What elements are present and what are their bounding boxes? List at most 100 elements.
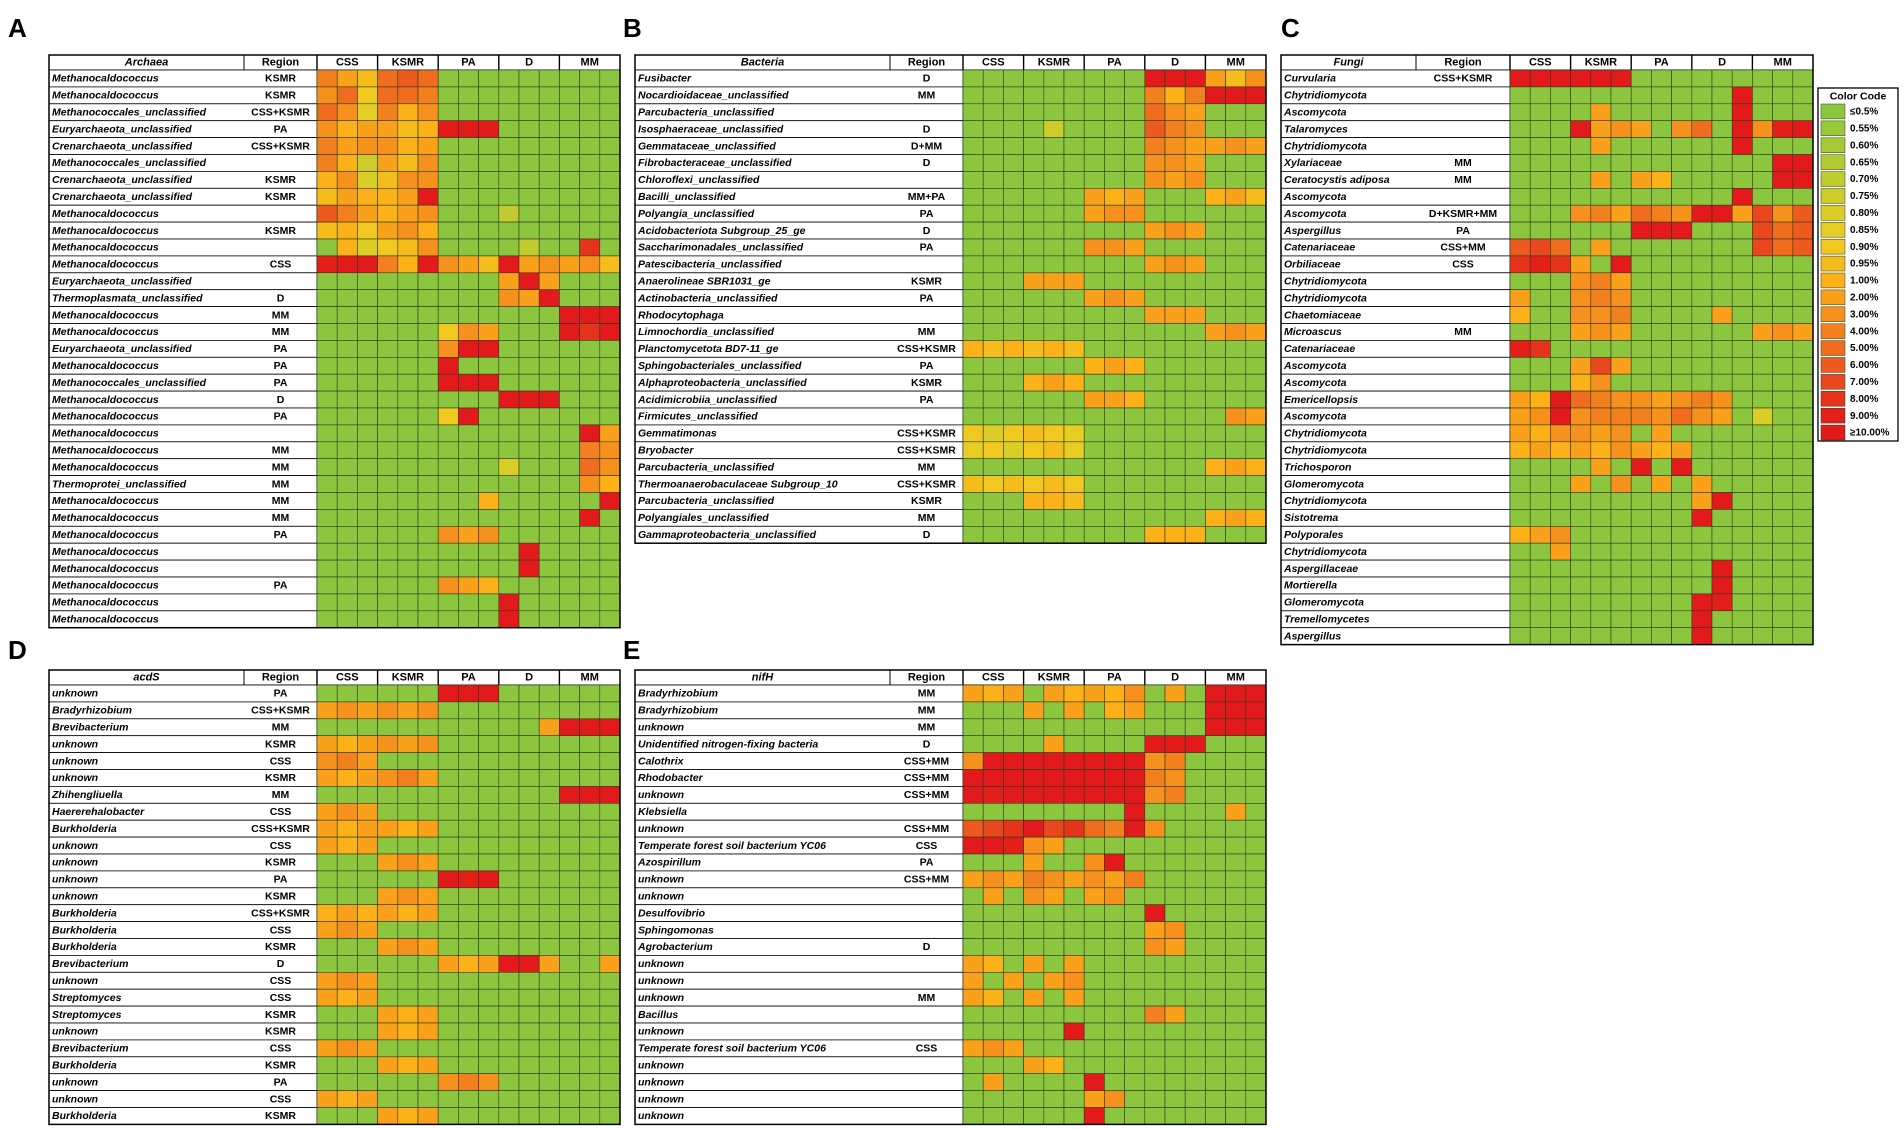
heatmap-cell [458, 356, 479, 375]
heatmap-cell [1043, 509, 1065, 527]
heatmap-cell [437, 802, 459, 821]
heatmap-cell [1610, 441, 1632, 459]
heatmap-cell [982, 306, 1004, 324]
heatmap-cell [1184, 137, 1206, 155]
heatmap-cell [962, 1056, 984, 1075]
column-header-d: D [1718, 56, 1726, 68]
heatmap-cell [559, 373, 580, 392]
heatmap-cell [579, 509, 601, 527]
heatmap-cell [377, 475, 399, 493]
heatmap-cell [1205, 988, 1226, 1007]
heatmap-cell [357, 458, 378, 476]
heatmap-cell [1509, 272, 1531, 290]
heatmap-cell [1509, 120, 1531, 138]
heatmap-cell [1023, 735, 1045, 753]
heatmap-cell [1144, 1039, 1166, 1058]
heatmap-cell [579, 255, 601, 274]
heatmap-cell [1083, 221, 1105, 240]
legend-label: 0.75% [1850, 191, 1878, 202]
heatmap-row: unknown [634, 1090, 1267, 1108]
heatmap-cell [1083, 204, 1105, 223]
heatmap-cell [1225, 509, 1247, 527]
heatmap-cell [357, 542, 378, 561]
heatmap-cell [1205, 221, 1226, 240]
heatmap-cell [1184, 69, 1206, 88]
heatmap-cell [357, 1073, 378, 1091]
heatmap-cell [962, 356, 984, 375]
region-label: PA [920, 360, 934, 372]
heatmap-cell [1063, 306, 1085, 324]
heatmap-cell [1529, 610, 1551, 628]
heatmap-cell [559, 69, 580, 88]
heatmap-cell [1610, 289, 1632, 307]
heatmap-cell [498, 735, 520, 753]
heatmap-cell [417, 1090, 439, 1108]
heatmap-cell [1752, 272, 1773, 290]
heatmap-cell [1610, 424, 1632, 443]
heatmap-cell [1124, 424, 1146, 443]
heatmap-cell [1083, 853, 1105, 872]
region-label: MM [918, 722, 936, 734]
panel-border [48, 54, 621, 629]
heatmap-cell [538, 735, 560, 753]
column-header-ksmr: KSMR [392, 56, 424, 68]
heatmap-cell [1184, 458, 1206, 476]
heatmap-cell [1509, 373, 1531, 392]
heatmap-cell [1003, 938, 1024, 956]
heatmap-cell [1043, 1022, 1065, 1041]
heatmap-cell [1144, 955, 1166, 973]
heatmap-cell [377, 786, 399, 804]
heatmap-row: Patescibacteria_unclassified [634, 255, 1267, 274]
heatmap-cell [559, 576, 580, 595]
heatmap-cell [1245, 272, 1267, 290]
heatmap-cell [1245, 69, 1267, 88]
heatmap-cell [498, 870, 520, 889]
heatmap-cell [478, 593, 500, 612]
heatmap-cell [1711, 306, 1733, 324]
heatmap-cell [458, 154, 479, 172]
heatmap-cell [1671, 137, 1693, 155]
heatmap-cell [478, 441, 500, 459]
heatmap-cell [1023, 306, 1045, 324]
legend-swatch [1820, 340, 1846, 356]
heatmap-row: Saccharimonadales_unclassified PA [634, 238, 1267, 257]
heatmap-cell [1225, 853, 1247, 872]
heatmap-cell [962, 988, 984, 1007]
heatmap-cell [316, 1022, 338, 1041]
heatmap-cell [1205, 69, 1226, 88]
heatmap-cell [1063, 103, 1085, 122]
heatmap-cell [478, 204, 500, 223]
heatmap-cell [357, 171, 378, 189]
heatmap-row: Methanocaldococcus [48, 238, 621, 257]
heatmap-cell [336, 407, 358, 426]
heatmap-cell [357, 752, 378, 770]
heatmap-cell [982, 238, 1004, 257]
heatmap-cell [1590, 120, 1612, 138]
heatmap-cell [316, 593, 338, 612]
heatmap-cell [417, 593, 439, 612]
heatmap-cell [458, 120, 479, 138]
heatmap-cell [1711, 627, 1733, 645]
heatmap-cell [538, 188, 560, 206]
heatmap-cell [498, 441, 520, 459]
heatmap-cell [417, 458, 439, 476]
heatmap-cell [518, 340, 540, 358]
heatmap-cell [397, 1073, 419, 1091]
heatmap-cell [336, 221, 358, 240]
heatmap-cell [538, 887, 560, 905]
heatmap-cell [1104, 836, 1125, 855]
heatmap-cell [377, 802, 399, 821]
region-label: MM [1454, 174, 1472, 186]
heatmap-cell [962, 154, 984, 172]
heatmap-cell [1144, 390, 1166, 409]
heatmap-cell [1063, 853, 1085, 872]
heatmap-cell [498, 137, 520, 155]
heatmap-cell [559, 752, 580, 770]
heatmap-cell [397, 272, 419, 290]
region-label: MM [272, 445, 290, 457]
heatmap-cell [982, 802, 1004, 821]
heatmap-cell [1792, 576, 1814, 595]
heatmap-cell [1772, 154, 1794, 172]
heatmap-cell [1144, 171, 1166, 189]
heatmap-cell [437, 955, 459, 973]
